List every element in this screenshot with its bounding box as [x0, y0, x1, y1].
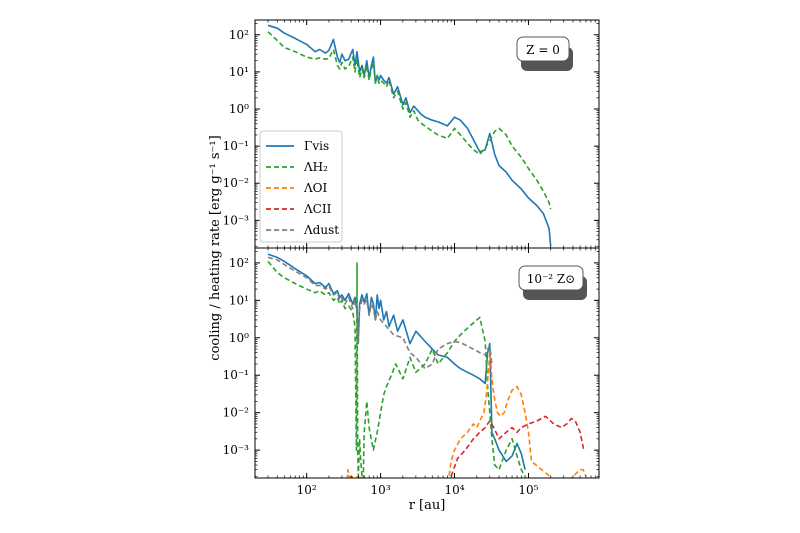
legend-item-lambda-h2: ΛH₂: [266, 160, 328, 174]
bottom-series-lambda-oi: [346, 351, 587, 478]
legend-label-gamma-vis: Γvis: [304, 139, 329, 153]
top-panel-label-box: Z = 0: [516, 36, 573, 71]
bottom-ticks: 10² 10¹ 10⁰ 10⁻¹ 10⁻² 10⁻³ 10² 10³ 10⁴ 10⁵: [223, 248, 600, 497]
bottom-series-lambda-dust: [267, 256, 493, 370]
bottom-y-tick-label: 10⁻¹: [223, 368, 249, 382]
top-y-tick-label: 10¹: [229, 65, 249, 79]
x-tick-label: 10²: [297, 483, 317, 497]
top-panel-label: Z = 0: [526, 43, 560, 57]
top-series-group: [267, 24, 552, 247]
top-y-tick-label: 10⁻³: [223, 213, 250, 227]
bottom-y-tick-label: 10²: [229, 256, 249, 270]
bottom-series-group: [267, 253, 587, 478]
bottom-panel-label: 10⁻² Z⊙: [527, 272, 576, 286]
x-axis-label: r [au]: [409, 498, 446, 513]
legend-item-gamma-vis: Γvis: [266, 139, 329, 153]
y-axis-label: cooling / heating rate [erg g⁻¹ s⁻¹]: [208, 135, 223, 360]
bottom-panel-label-frame: [518, 265, 584, 291]
legend-item-lambda-oi: ΛOI: [266, 181, 328, 195]
top-y-tick-label: 10²: [229, 28, 249, 42]
bottom-series-gamma-vis: [267, 253, 526, 470]
bottom-series-lambda-h2: [267, 260, 526, 478]
legend-label-lambda-dust: Λdust: [303, 223, 339, 237]
x-tick-label: 10⁴: [444, 483, 464, 497]
bottom-panel-frame: [254, 247, 600, 479]
top-series-gamma-vis: [267, 24, 552, 247]
legend-label-lambda-cii: ΛCII: [303, 202, 332, 216]
bottom-panel: 10² 10¹ 10⁰ 10⁻¹ 10⁻² 10⁻³ 10² 10³ 10⁴ 10⁵: [223, 247, 600, 497]
top-ticks: 10² 10¹ 10⁰ 10⁻¹ 10⁻² 10⁻³: [223, 20, 600, 248]
top-y-tick-label: 10⁻¹: [223, 139, 249, 153]
legend-frame: [259, 130, 343, 243]
top-y-tick-label: 10⁻²: [223, 176, 250, 190]
x-tick-label: 10⁵: [518, 483, 538, 497]
top-y-tick-label: 10⁰: [229, 102, 249, 116]
bottom-y-tick-label: 10⁻²: [223, 406, 250, 420]
top-panel: 10² 10¹ 10⁰ 10⁻¹ 10⁻² 10⁻³: [223, 19, 600, 249]
legend-label-lambda-oi: ΛOI: [303, 181, 328, 195]
x-tick-label: 10³: [371, 483, 391, 497]
legend: Γvis ΛH₂ ΛOI ΛCII Λdust: [259, 130, 343, 243]
bottom-panel-label-box: 10⁻² Z⊙: [518, 265, 587, 300]
bottom-series-lambda-cii: [450, 415, 585, 477]
legend-item-lambda-dust: Λdust: [266, 223, 339, 237]
top-series-lambda-h2: [267, 31, 552, 210]
top-panel-label-frame: [516, 36, 570, 62]
legend-item-lambda-cii: ΛCII: [266, 202, 332, 216]
bottom-y-tick-label: 10¹: [229, 293, 249, 307]
legend-label-lambda-h2: ΛH₂: [303, 160, 328, 174]
bottom-y-tick-label: 10⁻³: [223, 443, 250, 457]
bottom-y-tick-label: 10⁰: [229, 331, 249, 345]
